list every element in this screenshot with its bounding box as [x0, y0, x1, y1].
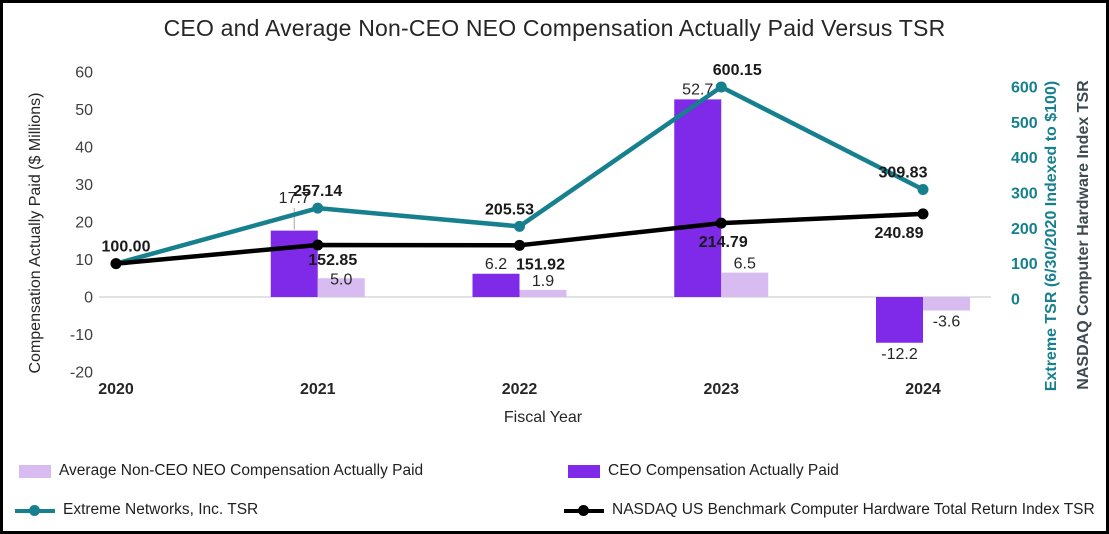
left-axis-tick-label: 10 — [75, 252, 93, 269]
legend-label-non-ceo: Average Non-CEO NEO Compensation Actuall… — [59, 462, 424, 479]
left-axis-tick-label: -10 — [70, 327, 93, 344]
non-ceo-bar-2023 — [721, 272, 769, 297]
ceo-bar-label: 52.7 — [682, 81, 713, 98]
x-axis-tick-label: 2020 — [98, 381, 134, 398]
legend-label-ceo: CEO Compensation Actually Paid — [608, 462, 839, 479]
extreme-tsr-marker-2024 — [917, 184, 929, 196]
ceo-bar-label: 17.7 — [279, 190, 310, 207]
ceo-bar-2024 — [876, 297, 923, 343]
plot-area: 6050403020100-10-20600500400300200100020… — [70, 62, 1038, 398]
non-ceo-bar-label: 1.9 — [532, 273, 554, 290]
nasdaq-tsr-label: 151.92 — [516, 256, 565, 273]
extreme-tsr-label: 600.15 — [713, 62, 762, 79]
right-axis-tick-label: 500 — [1011, 115, 1038, 132]
non-ceo-bar-2022 — [519, 289, 567, 297]
x-axis-tick-label: 2022 — [502, 381, 538, 398]
legend-label-nasdaq-tsr: NASDAQ US Benchmark Computer Hardware To… — [612, 501, 1095, 518]
legend-item-extreme-tsr: Extreme Networks, Inc. TSR — [15, 501, 258, 519]
left-axis-tick-label: 30 — [75, 177, 93, 194]
right-axis-tick-label: 300 — [1011, 186, 1038, 203]
nasdaq-tsr-marker-2021 — [312, 239, 324, 251]
extreme-tsr-legend-marker — [15, 504, 55, 517]
non-ceo-bar-label: 5.0 — [330, 271, 352, 288]
ceo-bar-label: -12.2 — [881, 346, 918, 363]
nasdaq-tsr-marker-2022 — [514, 239, 525, 251]
nasdaq-tsr-marker-2023 — [715, 217, 727, 229]
x-axis-tick-label: 2024 — [905, 381, 941, 398]
non-ceo-bar-label: -3.6 — [933, 314, 961, 331]
legend-item-nasdaq-tsr: NASDAQ US Benchmark Computer Hardware To… — [564, 501, 1095, 519]
left-axis-tick-label: 60 — [75, 65, 93, 82]
ceo-bar-2023 — [674, 99, 722, 297]
extreme-tsr-line — [115, 84, 925, 266]
extreme-tsr-label: 205.53 — [485, 201, 534, 218]
left-axis-tick-label: -20 — [70, 365, 93, 382]
right-axis-tick-label: 200 — [1011, 221, 1038, 238]
left-axis-tick-label: 50 — [75, 102, 93, 119]
extreme-tsr-label: 257.14 — [293, 183, 342, 200]
right-axis-tick-label: 0 — [1011, 292, 1020, 309]
left-axis-tick-label: 20 — [75, 215, 93, 232]
x-axis-tick-label: 2023 — [703, 381, 739, 398]
ceo-bar-2021 — [270, 230, 318, 297]
non-ceo-bar-label: 6.5 — [734, 256, 756, 273]
x-axis-title: Fiscal Year — [503, 409, 583, 426]
right-axis-tick-label: 100 — [1011, 256, 1038, 273]
nasdaq-tsr-legend-marker — [564, 504, 604, 517]
non-ceo-bar-2021 — [317, 278, 365, 297]
ceo-bar-label: 6.2 — [485, 256, 507, 273]
extreme-tsr-label: 309.83 — [879, 165, 928, 182]
nasdaq-tsr-label: 240.89 — [875, 225, 924, 242]
extreme-tsr-marker-2022 — [514, 220, 525, 232]
right-axis-tick-label: 400 — [1011, 150, 1038, 167]
left-axis-tick-label: 40 — [75, 140, 93, 157]
ceo-bar-2022 — [472, 273, 520, 297]
ceo-bar-legend-swatch — [568, 464, 600, 478]
chart-title: CEO and Average Non-CEO NEO Compensation… — [163, 15, 946, 41]
nasdaq-tsr-label: 152.85 — [308, 252, 357, 269]
nasdaq-tsr-marker-2024 — [917, 208, 929, 220]
extreme-tsr-label: 100.00 — [102, 239, 151, 256]
non-ceo-bar-legend-swatch — [19, 464, 51, 478]
x-axis-tick-label: 2021 — [300, 381, 336, 398]
nasdaq-tsr-label: 214.79 — [699, 234, 748, 251]
non-ceo-bar-2024 — [923, 297, 970, 311]
right-axis-tick-label: 600 — [1011, 80, 1038, 97]
legend-label-extreme-tsr: Extreme Networks, Inc. TSR — [63, 501, 259, 518]
legend-item-ceo-compensation: CEO Compensation Actually Paid — [568, 462, 839, 480]
legend-item-non-ceo-compensation: Average Non-CEO NEO Compensation Actuall… — [19, 462, 423, 480]
nasdaq-tsr-marker-2020 — [110, 258, 122, 270]
extreme-tsr-marker-2023 — [715, 81, 727, 93]
extreme-tsr-marker-2021 — [312, 202, 324, 214]
left-axis-tick-label: 0 — [84, 290, 93, 307]
